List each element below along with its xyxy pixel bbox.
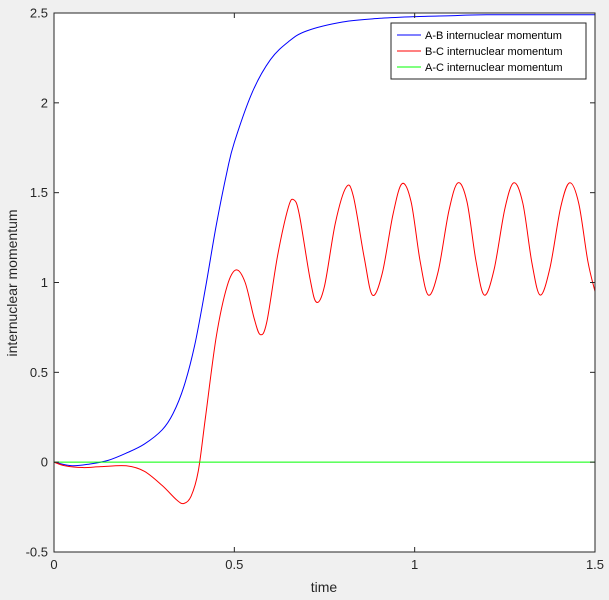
- x-tick-label: 1.5: [586, 557, 604, 572]
- series-layer: [54, 14, 595, 505]
- legend-label-1: A-B internuclear momentum: [425, 30, 562, 42]
- x-tick-label: 0.5: [225, 557, 243, 572]
- y-tick-label: -0.5: [26, 545, 48, 560]
- plot-area: [54, 13, 595, 552]
- y-tick-label: 0: [41, 455, 48, 470]
- x-tick-label: 0: [50, 557, 57, 572]
- series-line-2: [54, 182, 595, 505]
- legend-box: [390, 22, 587, 80]
- x-axis-label: time: [311, 579, 338, 595]
- y-tick-label: 2: [41, 95, 48, 110]
- y-axis-label: internuclear momentum: [4, 209, 20, 356]
- y-tick-label: 2.5: [30, 6, 48, 21]
- legend-label-2: B-C internuclear momentum: [425, 46, 563, 58]
- legend: A-B internuclear momentum B-C internuclea…: [390, 22, 587, 80]
- tick-layer: 0 0.5 1 1.5-0.500.511.522.5: [26, 6, 604, 573]
- y-tick-label: 1.5: [30, 185, 48, 200]
- x-tick-label: 1: [411, 557, 418, 572]
- legend-label-3: A-C internuclear momentum: [425, 62, 563, 74]
- y-tick-label: 1: [41, 275, 48, 290]
- series-line-1: [54, 14, 595, 467]
- y-tick-label: 0.5: [30, 365, 48, 380]
